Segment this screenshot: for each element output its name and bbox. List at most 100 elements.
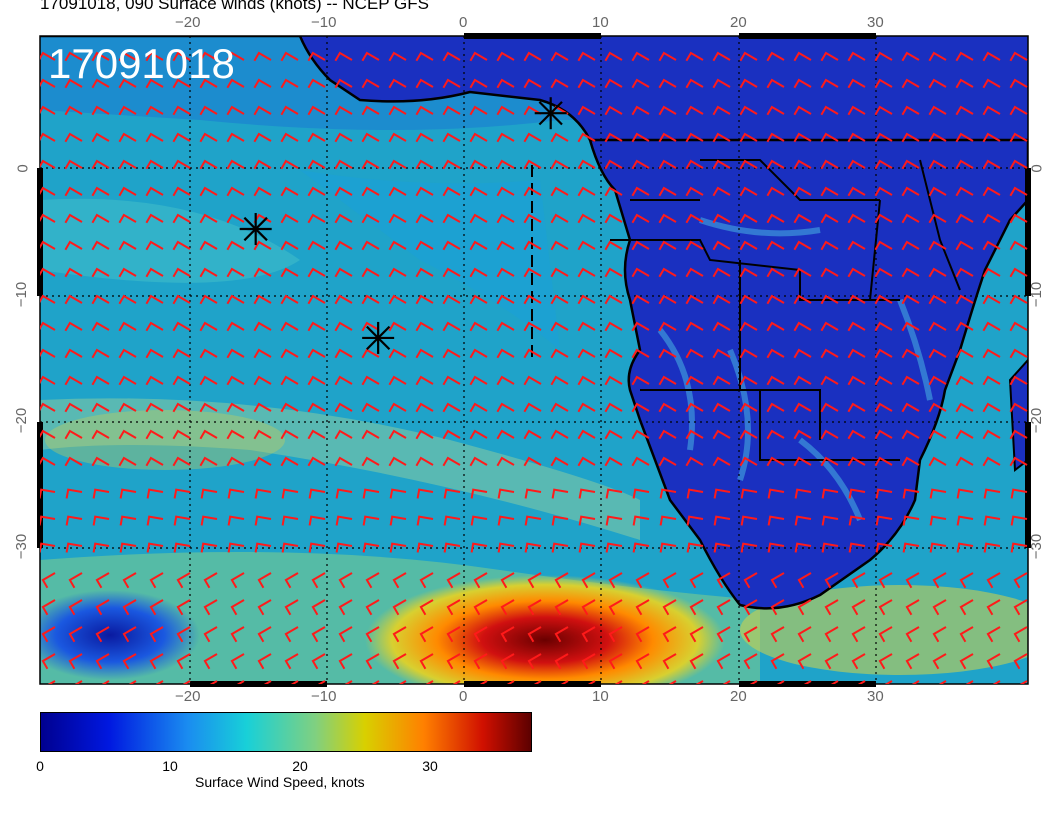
wind-barb: [334, 186, 353, 197]
wind-barb: [203, 626, 218, 643]
wind-barb: [577, 240, 596, 251]
wind-barb: [64, 348, 83, 359]
wind-barb: [361, 321, 380, 332]
wind-barb: [767, 515, 785, 526]
wind-barb: [415, 51, 434, 62]
wind-barb: [415, 132, 434, 143]
wind-barb: [145, 159, 164, 170]
wind-barb: [524, 515, 542, 526]
wind-barb: [199, 321, 218, 332]
wind-barb: [146, 542, 164, 553]
wind-barb: [415, 375, 434, 386]
wind-barb: [739, 456, 758, 467]
wind-barb: [388, 105, 407, 116]
wind-barb: [550, 213, 569, 224]
wind-barb: [307, 213, 326, 224]
wind-barb: [662, 653, 677, 670]
wind-barb: [203, 653, 218, 670]
wind-barb: [392, 626, 407, 643]
wind-barb: [712, 429, 731, 440]
wind-barb: [712, 267, 731, 278]
wind-barb: [550, 240, 569, 251]
wind-barb: [658, 429, 677, 440]
wind-barb: [442, 348, 461, 359]
wind-barb: [739, 159, 758, 170]
wind-barb: [64, 456, 83, 467]
wind-barb: [820, 267, 839, 278]
wind-barb: [550, 321, 569, 332]
wind-barb: [929, 488, 947, 499]
wind-barb: [68, 653, 83, 670]
wind-barb: [361, 429, 380, 440]
wind-barb: [847, 267, 866, 278]
wind-barb: [145, 456, 164, 467]
wind-barb: [64, 51, 83, 62]
wind-barb: [68, 599, 83, 616]
wind-barb: [631, 294, 650, 305]
wind-barb: [1009, 456, 1028, 467]
star-marker: [534, 97, 567, 130]
wind-barb: [793, 348, 812, 359]
wind-barb: [446, 626, 461, 643]
wind-barb: [631, 51, 650, 62]
wind-barb: [847, 132, 866, 143]
wind-barb: [929, 542, 947, 553]
wind-barb: [388, 429, 407, 440]
wind-barb: [743, 599, 758, 616]
wind-barb: [581, 653, 596, 670]
wind-barb: [118, 132, 137, 143]
wind-barb: [685, 213, 704, 224]
wind-barb: [497, 488, 515, 499]
star-marker: [362, 321, 395, 354]
wind-barb: [361, 105, 380, 116]
wind-barb: [308, 488, 326, 499]
wind-barb: [118, 321, 137, 332]
wind-barb: [685, 132, 704, 143]
wind-barb: [820, 51, 839, 62]
wind-barb: [794, 542, 812, 553]
wind-barb: [101, 680, 110, 684]
wind-barb: [604, 321, 623, 332]
wind-barb: [955, 429, 974, 440]
wind-barb: [496, 294, 515, 305]
wind-barb: [955, 240, 974, 251]
wind-barb: [40, 51, 56, 61]
wind-barb: [577, 51, 596, 62]
wind-barb: [307, 267, 326, 278]
wind-barb: [469, 78, 488, 89]
wind-barb: [847, 213, 866, 224]
wind-barb: [281, 515, 299, 526]
wind-barb: [40, 348, 56, 358]
wind-barb: [577, 105, 596, 116]
wind-barb: [793, 267, 812, 278]
wind-barb: [199, 456, 218, 467]
wind-barb: [793, 456, 812, 467]
wind-barb: [388, 159, 407, 170]
wind-barb: [743, 626, 758, 643]
wind-barb: [685, 51, 704, 62]
wind-barb: [470, 515, 488, 526]
wind-barb: [469, 348, 488, 359]
wind-barb: [307, 132, 326, 143]
wind-barb: [1009, 402, 1028, 413]
wind-barb: [392, 572, 407, 589]
wind-barb: [523, 321, 542, 332]
wind-barb: [253, 267, 272, 278]
wind-barb: [253, 294, 272, 305]
wind-barb: [820, 348, 839, 359]
wind-barb: [172, 186, 191, 197]
wind-barb: [641, 680, 650, 684]
wind-barb: [959, 626, 974, 643]
wind-barb: [443, 488, 461, 499]
wind-barb: [199, 429, 218, 440]
wind-barb: [64, 159, 83, 170]
wind-barb: [334, 51, 353, 62]
wind-barb: [307, 186, 326, 197]
wind-barb: [770, 626, 785, 643]
lon-tick-bottom: −20: [175, 688, 201, 705]
wind-barb: [631, 240, 650, 251]
wind-barb: [496, 240, 515, 251]
wind-barb: [874, 213, 893, 224]
wind-barb: [928, 348, 947, 359]
wind-barb: [290, 680, 299, 684]
